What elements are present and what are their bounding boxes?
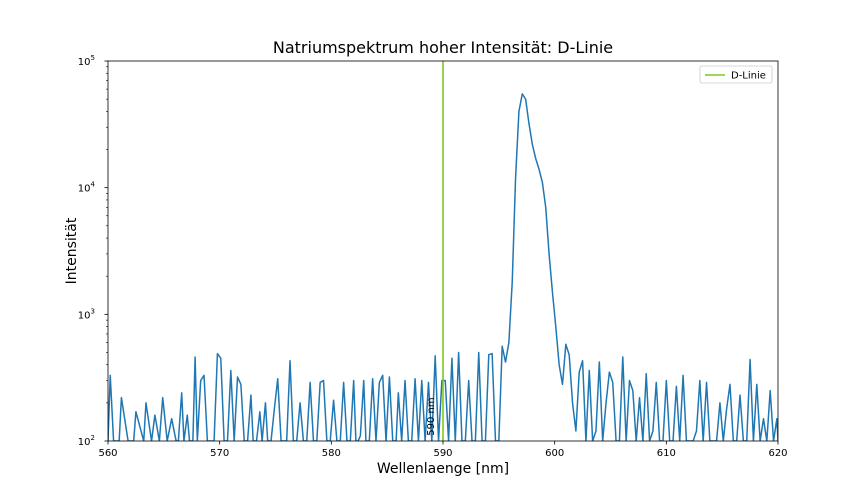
y-tick-label: 102: [78, 434, 95, 448]
x-axis-label: Wellenlaenge [nm]: [377, 461, 509, 477]
legend-box: [699, 65, 773, 84]
y-axis: 102 103 104 105: [78, 54, 108, 448]
x-tick-label: 590: [433, 448, 452, 459]
y-tick-label: 104: [78, 181, 96, 195]
y-axis-label: Intensität: [64, 217, 80, 284]
x-tick-label: 570: [210, 448, 229, 459]
y-tick-label: 105: [78, 54, 95, 68]
y-tick-label: 103: [78, 307, 95, 321]
x-tick-label: 600: [545, 448, 564, 459]
legend-label: D-Linie: [731, 71, 766, 82]
legend: D-Linie: [699, 65, 773, 84]
chart-title: Natriumspektrum hoher Intensität: D-Lini…: [273, 38, 613, 57]
x-tick-label: 620: [768, 448, 787, 459]
x-tick-label: 580: [322, 448, 341, 459]
x-tick-label: 560: [98, 448, 117, 459]
x-axis: 560 570 580 590 600 610 620: [98, 441, 788, 459]
x-tick-label: 610: [657, 448, 676, 459]
annotation-label: 590 nm: [426, 397, 437, 435]
